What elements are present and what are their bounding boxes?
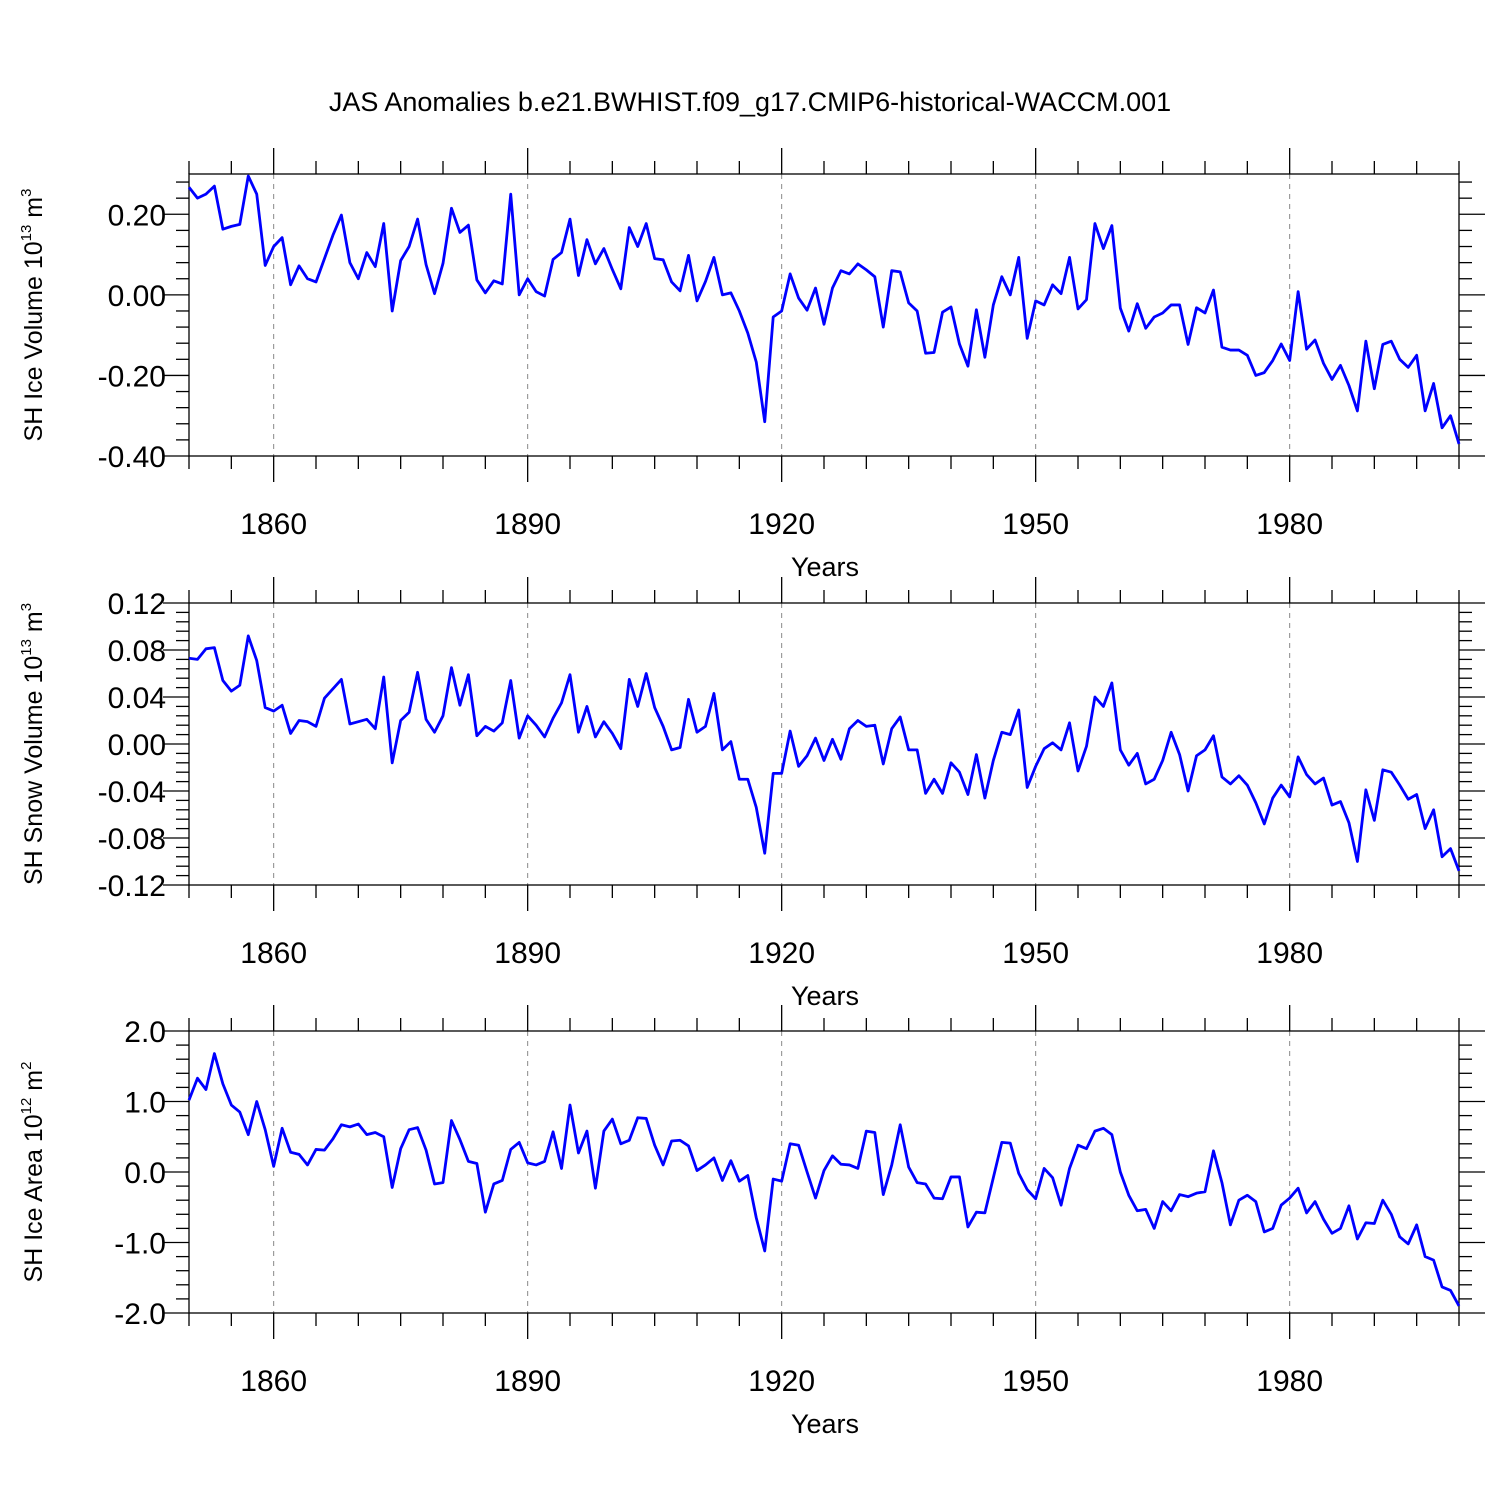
y-tick-label: 0.12: [108, 588, 166, 621]
plot-frame: [188, 602, 1460, 886]
x-tick-label: 1860: [240, 508, 307, 541]
y-tick-label: -0.08: [98, 823, 166, 856]
y-tick-label: -0.04: [98, 776, 166, 809]
y-tick-label: 0.00: [108, 280, 166, 313]
y-tick-label: -0.40: [98, 441, 166, 474]
plot-frame: [188, 1030, 1460, 1314]
x-tick-label: 1890: [494, 1365, 561, 1398]
y-axis-label: SH Ice Area 1012 m2: [18, 1062, 48, 1283]
x-tick-label: 1920: [748, 937, 815, 970]
series-line: [187, 1052, 1461, 1307]
x-axis-label: Years: [791, 552, 859, 582]
x-tick-label: 1890: [494, 937, 561, 970]
panels: -0.40 -0.20 0.00 0.20 1860 1890 1920 1950 1980 Ye…: [18, 148, 1485, 1439]
y-tick-label: 2.0: [124, 1016, 166, 1049]
y-tick-label: -2.0: [114, 1298, 166, 1331]
x-axis-label: Years: [791, 981, 859, 1011]
x-axis-label: Years: [791, 1409, 859, 1439]
y-tick-label: 0.04: [108, 682, 166, 715]
y-axis-label: SH Snow Volume 1013 m3: [18, 603, 48, 885]
x-tick-label: 1980: [1256, 1365, 1323, 1398]
series-line: [188, 634, 1461, 872]
panel-2: -0.12 -0.08 -0.04 0.00 0.04 0.08 0.12 1860 1890 1…: [18, 577, 1485, 1011]
y-tick-label: 0.20: [108, 199, 166, 232]
x-tick-label: 1890: [494, 508, 561, 541]
chart-title: JAS Anomalies b.e21.BWHIST.f09_g17.CMIP6…: [329, 87, 1171, 117]
series-line: [187, 174, 1461, 445]
panel-1: -0.40 -0.20 0.00 0.20 1860 1890 1920 1950 1980 Ye…: [18, 148, 1485, 582]
plot-frame: [188, 173, 1460, 457]
y-tick-label: -0.20: [98, 360, 166, 393]
x-tick-label: 1950: [1002, 508, 1069, 541]
x-tick-label: 1950: [1002, 937, 1069, 970]
x-tick-label: 1980: [1256, 937, 1323, 970]
x-tick-label: 1860: [240, 937, 307, 970]
x-tick-label: 1920: [748, 508, 815, 541]
x-tick-label: 1920: [748, 1365, 815, 1398]
y-tick-label: 0.08: [108, 635, 166, 668]
x-tick-label: 1860: [240, 1365, 307, 1398]
panel-3: -2.0 -1.0 0.0 1.0 2.0 1860 1890 1920 1950 1980 Yea…: [18, 1005, 1485, 1439]
y-tick-label: 0.0: [124, 1157, 166, 1190]
x-tick-label: 1980: [1256, 508, 1323, 541]
y-tick-label: 1.0: [124, 1087, 166, 1120]
y-tick-label: 0.00: [108, 729, 166, 762]
y-axis-label: SH Ice Volume 1013 m3: [18, 189, 48, 442]
y-tick-label: -1.0: [114, 1228, 166, 1261]
y-tick-label: -0.12: [98, 870, 166, 903]
x-tick-label: 1950: [1002, 1365, 1069, 1398]
